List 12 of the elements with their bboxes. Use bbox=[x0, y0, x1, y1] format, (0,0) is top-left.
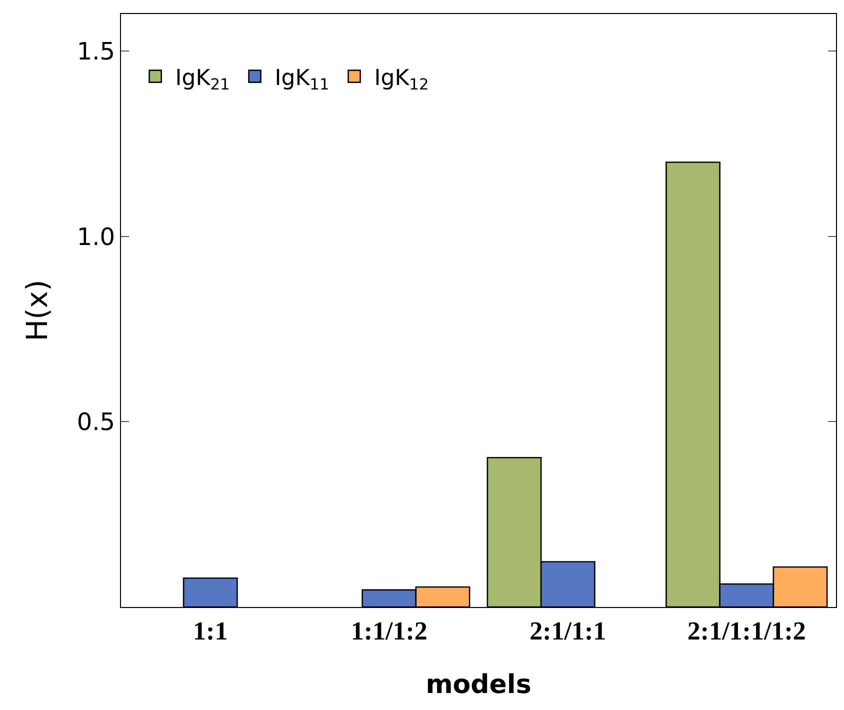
x-tick-label: 2:1/1:1/1:2 bbox=[687, 616, 806, 646]
y-tick-label: 1.5 bbox=[76, 37, 116, 66]
y-axis-title: H(x) bbox=[20, 280, 54, 342]
y-tick-label: 0.5 bbox=[76, 408, 116, 436]
y-tick-label: 1.0 bbox=[76, 222, 116, 251]
x-tick-label: 1:1 bbox=[193, 616, 228, 646]
legend-label: IgK$_{12}$ bbox=[374, 66, 429, 94]
x-tick-label: 2:1/1:1 bbox=[530, 616, 606, 646]
legend-label: IgK$_{21}$ bbox=[175, 66, 230, 94]
x-tick-label: 1:1/1:2 bbox=[350, 616, 428, 646]
legend-label: IgK$_{11}$ bbox=[274, 66, 330, 94]
x-axis-title: models bbox=[426, 670, 532, 700]
